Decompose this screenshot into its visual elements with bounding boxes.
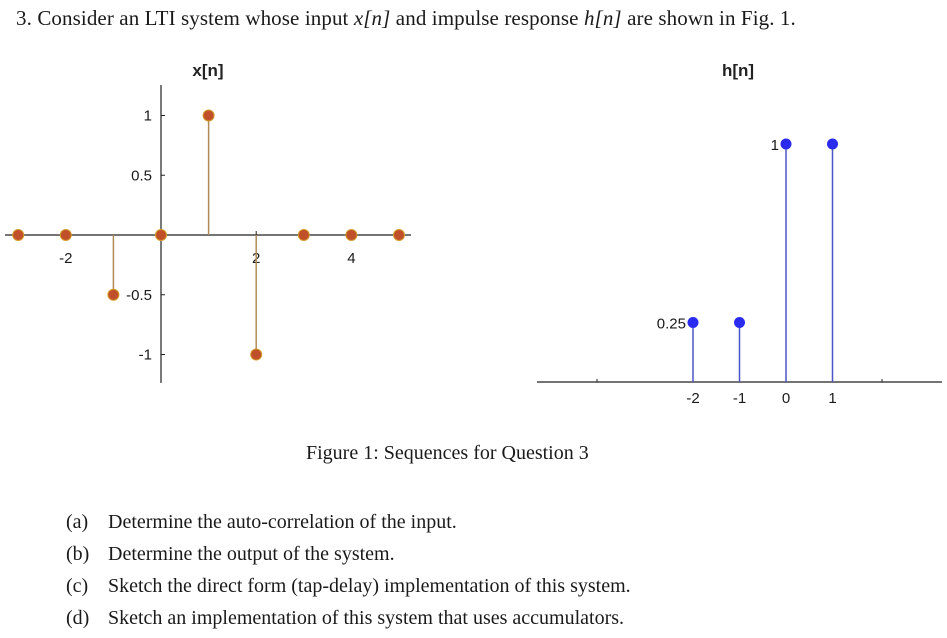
- stem-marker: [393, 229, 405, 241]
- part-text: Determine the output of the system.: [108, 543, 395, 565]
- x-plot-title: x[n]: [192, 61, 223, 80]
- x-tick-label: -2: [686, 390, 699, 407]
- h-plot-annotations: 0.25 1: [657, 137, 779, 333]
- x-tick-label: 1: [828, 390, 836, 407]
- x-symbol: x[n]: [353, 6, 391, 30]
- stem-marker: [827, 138, 838, 150]
- x-plot-x-ticks: -224: [59, 231, 356, 267]
- stem-marker: [687, 317, 699, 328]
- y-tick-label: -1: [139, 347, 152, 364]
- part-label: (a): [66, 511, 89, 533]
- part-label: (c): [66, 575, 89, 597]
- stem-marker: [12, 229, 25, 241]
- x-tick-label: -2: [59, 250, 72, 267]
- part-a: (a) Determine the auto-correlation of the…: [66, 506, 631, 538]
- question-number: 3.: [16, 6, 32, 30]
- question-text-2: and impulse response: [395, 6, 579, 30]
- x-tick-label: 0: [782, 390, 790, 407]
- part-text: Sketch an implementation of this system …: [108, 607, 625, 629]
- h-plot: h[n] -2 -1 0 1 0.25 1: [537, 61, 942, 407]
- y-tick-label: 1: [144, 108, 152, 125]
- h-symbol: h[n]: [583, 6, 622, 30]
- h-plot-stems: [687, 138, 838, 382]
- stem-marker: [250, 348, 263, 361]
- question-parts: (a) Determine the auto-correlation of the…: [66, 506, 631, 634]
- x-tick-label: 4: [347, 250, 355, 267]
- value-annotation: 0.25: [657, 316, 686, 333]
- figure-caption: Figure 1: Sequences for Question 3: [306, 442, 589, 464]
- question-text-1: Consider an LTI system whose input: [37, 6, 349, 30]
- y-tick-label: -0.5: [126, 287, 152, 304]
- stem-marker: [297, 229, 310, 241]
- stem-marker: [202, 109, 215, 122]
- stem-marker: [107, 288, 120, 301]
- part-d: (d) Sketch an implementation of this syst…: [66, 602, 631, 634]
- stem-marker: [155, 229, 167, 241]
- y-tick-label: 0.5: [131, 167, 152, 184]
- x-plot-stems: [12, 109, 405, 361]
- figure-plots: x[n] 1 0.5 -0.5 -1 -224 h[n] -2 -1 0 1 0.25 1: [5, 61, 942, 407]
- stem-marker: [345, 229, 358, 241]
- part-label: (b): [66, 543, 90, 565]
- x-plot-y-ticks: 1 0.5 -0.5 -1: [126, 108, 165, 364]
- part-text: Determine the auto-correlation of the in…: [108, 511, 457, 533]
- question-text-3: are shown in Fig. 1.: [627, 6, 796, 30]
- stem-marker: [59, 229, 72, 241]
- part-text: Sketch the direct form (tap-delay) imple…: [108, 575, 631, 597]
- value-annotation: 1: [771, 137, 779, 154]
- question-statement: 3. Consider an LTI system whose input x[…: [16, 6, 796, 31]
- part-c: (c) Sketch the direct form (tap-delay) im…: [66, 570, 631, 602]
- part-b: (b) Determine the output of the system.: [66, 538, 631, 570]
- stem-marker: [734, 317, 745, 328]
- part-label: (d): [66, 607, 90, 629]
- x-plot: x[n] 1 0.5 -0.5 -1 -224: [5, 61, 411, 383]
- stem-marker: [780, 138, 792, 150]
- h-plot-title: h[n]: [722, 61, 754, 80]
- x-tick-label: -1: [733, 390, 746, 407]
- h-plot-x-ticks: -2 -1 0 1: [686, 390, 836, 407]
